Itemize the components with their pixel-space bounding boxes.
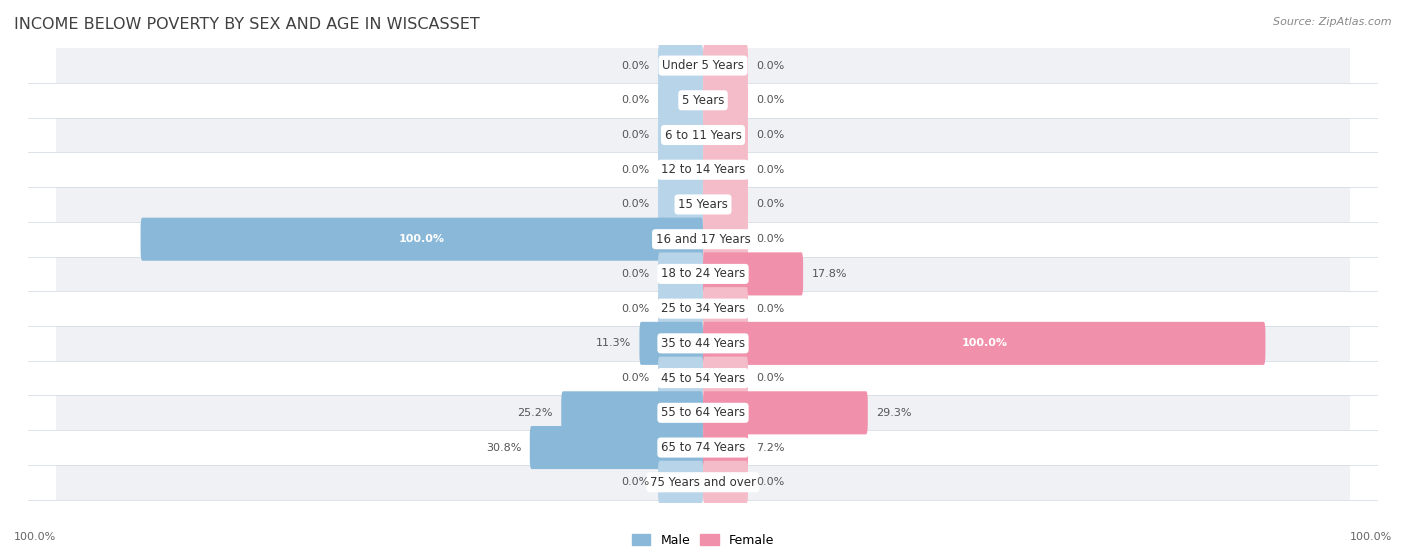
FancyBboxPatch shape	[658, 113, 703, 157]
FancyBboxPatch shape	[658, 44, 703, 87]
Bar	[56, 222, 1350, 257]
FancyBboxPatch shape	[703, 287, 748, 330]
FancyBboxPatch shape	[530, 426, 703, 469]
Bar	[56, 430, 1350, 465]
Text: 17.8%: 17.8%	[811, 269, 846, 279]
FancyBboxPatch shape	[703, 322, 1265, 365]
Text: 0.0%: 0.0%	[621, 130, 650, 140]
Text: 16 and 17 Years: 16 and 17 Years	[655, 233, 751, 246]
Text: 11.3%: 11.3%	[596, 338, 631, 348]
Text: 100.0%: 100.0%	[962, 338, 1007, 348]
Text: 55 to 64 Years: 55 to 64 Years	[661, 406, 745, 419]
Text: 5 Years: 5 Years	[682, 94, 724, 107]
FancyBboxPatch shape	[703, 44, 748, 87]
Text: 75 Years and over: 75 Years and over	[650, 476, 756, 489]
Text: 100.0%: 100.0%	[14, 532, 56, 542]
Bar	[56, 48, 1350, 83]
Bar	[56, 361, 1350, 395]
FancyBboxPatch shape	[658, 148, 703, 191]
Text: 0.0%: 0.0%	[756, 95, 785, 105]
Text: 12 to 14 Years: 12 to 14 Years	[661, 163, 745, 176]
Bar	[56, 83, 1350, 117]
Bar	[56, 257, 1350, 291]
Text: 100.0%: 100.0%	[1350, 532, 1392, 542]
Bar	[56, 291, 1350, 326]
Text: 0.0%: 0.0%	[621, 95, 650, 105]
Text: 65 to 74 Years: 65 to 74 Years	[661, 441, 745, 454]
Text: 15 Years: 15 Years	[678, 198, 728, 211]
Bar	[56, 117, 1350, 153]
FancyBboxPatch shape	[703, 113, 748, 157]
Text: 25 to 34 Years: 25 to 34 Years	[661, 302, 745, 315]
FancyBboxPatch shape	[561, 391, 703, 434]
FancyBboxPatch shape	[658, 287, 703, 330]
Text: INCOME BELOW POVERTY BY SEX AND AGE IN WISCASSET: INCOME BELOW POVERTY BY SEX AND AGE IN W…	[14, 17, 479, 32]
FancyBboxPatch shape	[703, 183, 748, 226]
Text: 25.2%: 25.2%	[517, 408, 553, 418]
FancyBboxPatch shape	[658, 79, 703, 122]
Bar	[56, 395, 1350, 430]
Text: 7.2%: 7.2%	[756, 443, 785, 453]
Text: 0.0%: 0.0%	[621, 165, 650, 175]
Text: 0.0%: 0.0%	[621, 60, 650, 70]
Bar	[56, 465, 1350, 500]
FancyBboxPatch shape	[703, 148, 748, 191]
Text: 0.0%: 0.0%	[756, 130, 785, 140]
Text: 0.0%: 0.0%	[621, 373, 650, 383]
FancyBboxPatch shape	[658, 357, 703, 400]
Text: Source: ZipAtlas.com: Source: ZipAtlas.com	[1274, 17, 1392, 27]
Text: 0.0%: 0.0%	[621, 477, 650, 487]
Bar	[56, 326, 1350, 361]
Text: 0.0%: 0.0%	[756, 477, 785, 487]
FancyBboxPatch shape	[703, 461, 748, 504]
FancyBboxPatch shape	[658, 183, 703, 226]
Text: 35 to 44 Years: 35 to 44 Years	[661, 337, 745, 350]
Text: 0.0%: 0.0%	[756, 373, 785, 383]
FancyBboxPatch shape	[658, 461, 703, 504]
FancyBboxPatch shape	[703, 252, 803, 296]
FancyBboxPatch shape	[141, 217, 703, 260]
Bar	[56, 153, 1350, 187]
Text: 0.0%: 0.0%	[756, 60, 785, 70]
Text: 100.0%: 100.0%	[399, 234, 444, 244]
FancyBboxPatch shape	[703, 391, 868, 434]
FancyBboxPatch shape	[640, 322, 703, 365]
Bar	[56, 187, 1350, 222]
Text: 6 to 11 Years: 6 to 11 Years	[665, 129, 741, 141]
FancyBboxPatch shape	[703, 79, 748, 122]
Text: 45 to 54 Years: 45 to 54 Years	[661, 372, 745, 385]
Text: 0.0%: 0.0%	[621, 304, 650, 314]
Text: Under 5 Years: Under 5 Years	[662, 59, 744, 72]
FancyBboxPatch shape	[703, 426, 748, 469]
Text: 0.0%: 0.0%	[621, 269, 650, 279]
Text: 18 to 24 Years: 18 to 24 Years	[661, 267, 745, 281]
Legend: Male, Female: Male, Female	[627, 529, 779, 552]
Text: 0.0%: 0.0%	[756, 165, 785, 175]
Text: 0.0%: 0.0%	[756, 200, 785, 210]
FancyBboxPatch shape	[703, 217, 748, 260]
Text: 30.8%: 30.8%	[486, 443, 522, 453]
Text: 29.3%: 29.3%	[876, 408, 911, 418]
Text: 0.0%: 0.0%	[756, 304, 785, 314]
Text: 0.0%: 0.0%	[621, 200, 650, 210]
Text: 0.0%: 0.0%	[756, 234, 785, 244]
FancyBboxPatch shape	[658, 252, 703, 296]
FancyBboxPatch shape	[703, 357, 748, 400]
